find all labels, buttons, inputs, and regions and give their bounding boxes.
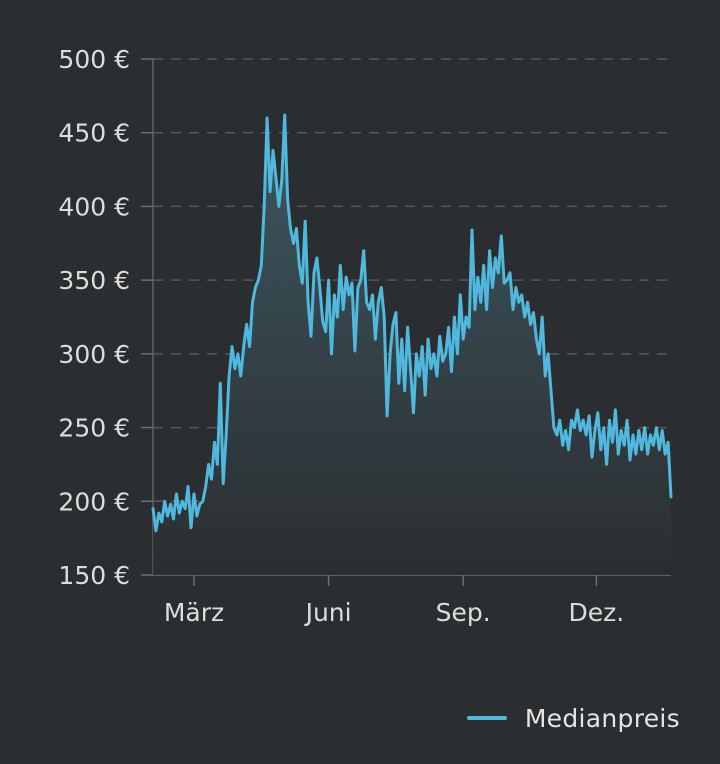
- legend-swatch-median-price: [466, 716, 507, 720]
- legend-label-median-price: Medianpreis: [524, 703, 680, 733]
- y-tick-label-450: 450 €: [58, 119, 130, 148]
- x-tick-label-2: Sep.: [436, 598, 491, 627]
- y-tick-label-200: 200 €: [58, 487, 130, 516]
- x-tick-label-3: Dez.: [569, 598, 625, 627]
- y-tick-label-250: 250 €: [58, 414, 130, 443]
- x-tick-label-1: Juni: [304, 598, 352, 627]
- x-tick-label-0: März: [164, 598, 224, 627]
- y-tick-label-300: 300 €: [58, 340, 130, 369]
- y-tick-label-150: 150 €: [58, 561, 130, 590]
- price-area: [153, 115, 671, 575]
- y-tick-label-500: 500 €: [58, 45, 130, 74]
- x-axis: März Juni Sep. Dez.: [153, 574, 671, 627]
- y-axis: 150 € 200 € 250 € 300 € 350 € 400 € 450 € 500 €: [58, 45, 154, 590]
- y-tick-label-350: 350 €: [58, 266, 130, 295]
- legend: Medianpreis: [466, 700, 680, 736]
- price-line: [151, 113, 673, 533]
- y-tick-label-400: 400 €: [58, 192, 130, 221]
